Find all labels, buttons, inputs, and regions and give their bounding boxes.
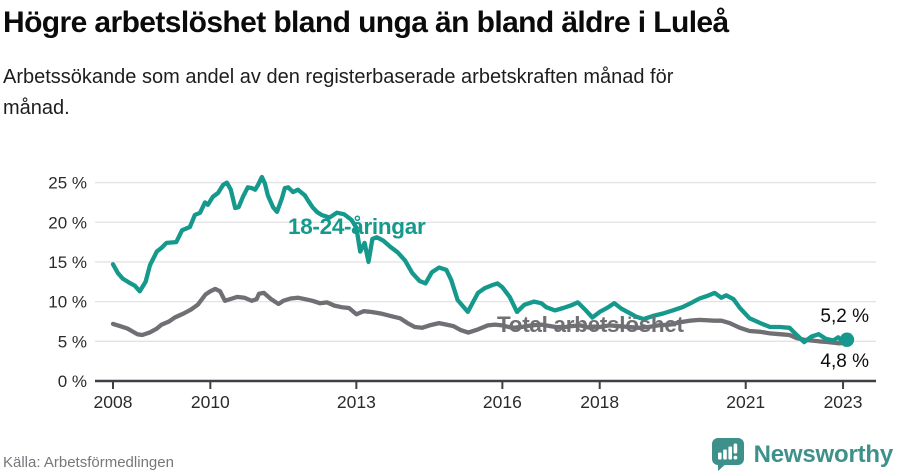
series-line [110, 286, 850, 346]
series-end-dot [839, 332, 855, 347]
y-tick-label: 10 % [48, 293, 87, 312]
series-line [110, 174, 850, 345]
x-tick-label: 2008 [94, 392, 133, 412]
y-tick-label: 5 % [58, 332, 87, 351]
x-tick-label: 2021 [726, 392, 765, 412]
y-tick-label: 0 % [58, 372, 87, 391]
end-value-label-total: 4,8 % [820, 351, 869, 372]
newsworthy-brand: Newsworthy [710, 438, 893, 472]
y-tick-label: 25 % [48, 174, 87, 193]
page-title: Högre arbetslöshet bland unga än bland ä… [3, 6, 729, 39]
page-subtitle: Arbetssökande som andel av den registerb… [3, 66, 674, 119]
y-tick-label: 15 % [48, 253, 87, 272]
source-note: Källa: Arbetsförmedlingen [3, 454, 174, 471]
x-tick-label: 2010 [191, 392, 230, 412]
y-tick-label: 20 % [48, 213, 87, 232]
newsworthy-logo-icon [711, 438, 744, 471]
series-label-total: Total arbetslöshet [497, 312, 684, 337]
brand-name: Newsworthy [753, 441, 894, 468]
x-tick-label: 2018 [580, 392, 619, 412]
x-tick-label: 2016 [483, 392, 522, 412]
x-tick-label: 2013 [337, 392, 376, 412]
x-tick-label: 2023 [824, 392, 863, 412]
end-value-label-young: 5,2 % [820, 306, 869, 327]
series-label-young: 18-24-åringar [288, 214, 426, 239]
